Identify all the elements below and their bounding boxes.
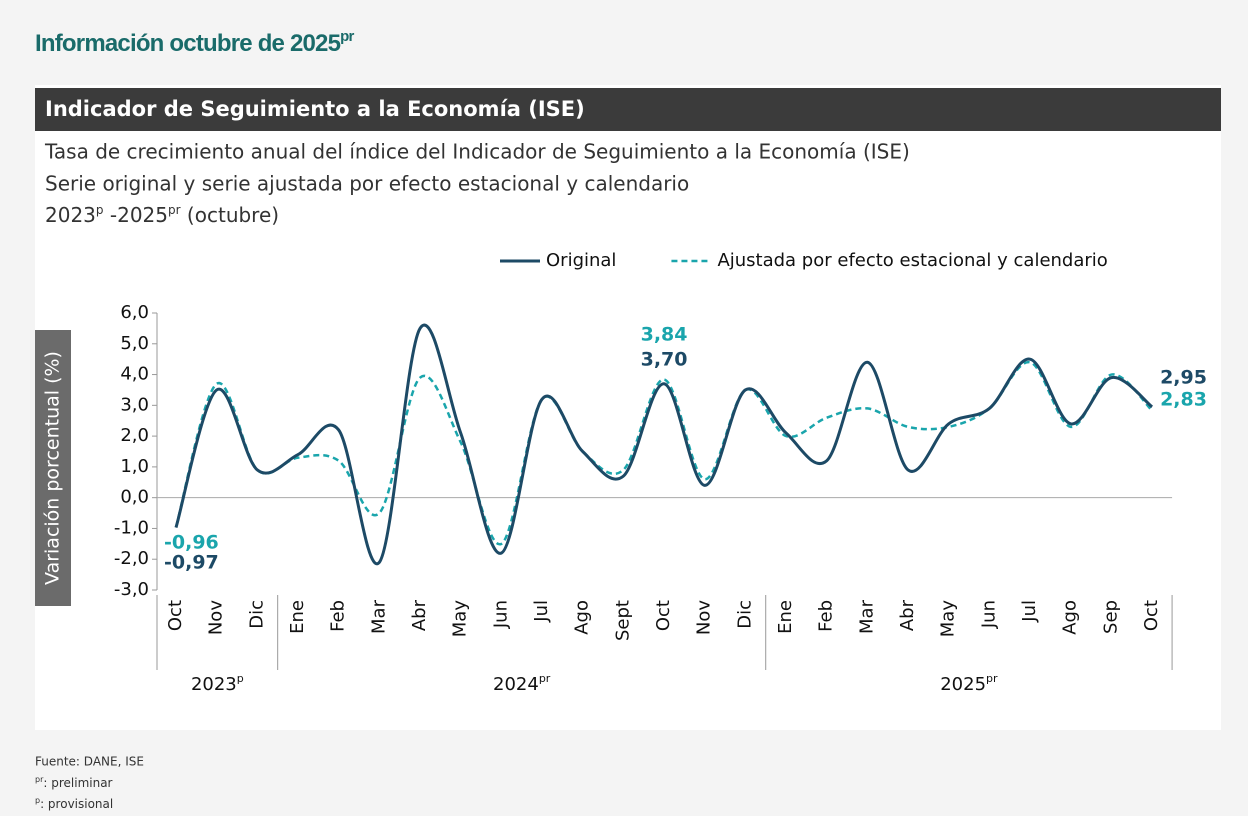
period-sup: pr bbox=[168, 203, 181, 217]
group-label-sup: p bbox=[237, 672, 244, 685]
title-bar bbox=[35, 88, 1221, 131]
group-label-sup: pr bbox=[986, 672, 998, 685]
x-tick-label: Ago bbox=[572, 600, 593, 635]
page-title-sup: pr bbox=[340, 28, 354, 45]
period-text: -2025 bbox=[104, 203, 168, 227]
x-tick-label: Jul bbox=[531, 600, 552, 623]
subtitle: Tasa de crecimiento anual del índice del… bbox=[44, 140, 910, 164]
y-tick-label: 6,0 bbox=[120, 302, 149, 323]
x-tick-label: Feb bbox=[328, 600, 349, 632]
y-axis-label: Variación porcentual (%) bbox=[42, 351, 64, 585]
x-tick-label: May bbox=[450, 600, 471, 638]
period-sup: p bbox=[96, 203, 104, 217]
y-tick-label: 0,0 bbox=[120, 487, 149, 508]
x-tick-label: Ene bbox=[775, 600, 796, 634]
x-tick-label: Sep bbox=[1100, 600, 1121, 634]
x-tick-label: Sept bbox=[612, 600, 633, 641]
footnote: pr: preliminar bbox=[35, 775, 113, 790]
legend-label: Original bbox=[546, 250, 616, 271]
y-tick-label: 2,0 bbox=[120, 425, 149, 446]
x-tick-label: Jun bbox=[978, 600, 999, 629]
x-tick-label: Dic bbox=[734, 600, 755, 629]
x-tick-label: Mar bbox=[856, 599, 877, 634]
footnote: p: provisional bbox=[35, 796, 113, 811]
y-tick-label: 3,0 bbox=[120, 394, 149, 415]
x-tick-label: Nov bbox=[206, 600, 227, 635]
data-label: 3,70 bbox=[641, 349, 688, 371]
group-label: 2025pr bbox=[940, 672, 998, 695]
period-text: 2023 bbox=[45, 203, 96, 227]
x-tick-label: Mar bbox=[368, 599, 389, 634]
x-tick-label: Oct bbox=[653, 600, 674, 631]
group-label: 2024pr bbox=[493, 672, 551, 695]
x-tick-label: Oct bbox=[165, 600, 186, 631]
x-tick-label: Jul bbox=[1019, 600, 1040, 623]
y-tick-label: -1,0 bbox=[114, 517, 149, 538]
subtitle: Serie original y serie ajustada por efec… bbox=[45, 172, 689, 196]
data-label: -0,97 bbox=[164, 552, 219, 574]
period: 2023p -2025pr (octubre) bbox=[45, 203, 279, 227]
page-title-text: Información octubre de 2025 bbox=[35, 30, 341, 57]
footnote-text: : provisional bbox=[40, 797, 113, 811]
data-label: 2,95 bbox=[1160, 367, 1207, 389]
legend-label: Ajustada por efecto estacional y calenda… bbox=[717, 250, 1107, 271]
x-tick-label: Jun bbox=[490, 600, 511, 629]
group-label-text: 2025 bbox=[940, 674, 986, 695]
data-label: 2,83 bbox=[1160, 389, 1207, 411]
data-label: -0,96 bbox=[164, 532, 219, 554]
x-tick-label: Nov bbox=[694, 600, 715, 635]
y-tick-label: -2,0 bbox=[114, 548, 149, 569]
y-tick-label: -3,0 bbox=[114, 579, 149, 600]
x-tick-label: May bbox=[938, 600, 959, 638]
x-tick-label: Abr bbox=[897, 599, 918, 631]
period-text: (octubre) bbox=[181, 203, 280, 227]
group-label-text: 2024 bbox=[493, 674, 539, 695]
footnote-sup: p bbox=[35, 796, 40, 805]
y-tick-label: 4,0 bbox=[120, 364, 149, 385]
series-line bbox=[174, 323, 1154, 566]
footnote-text: : preliminar bbox=[43, 776, 112, 790]
chart-title: Indicador de Seguimiento a la Economía (… bbox=[45, 97, 585, 121]
x-tick-label: Ene bbox=[287, 600, 308, 634]
group-label: 2023p bbox=[191, 672, 244, 695]
source: Fuente: DANE, ISE bbox=[35, 755, 144, 769]
x-tick-label: Feb bbox=[816, 600, 837, 632]
y-tick-label: 5,0 bbox=[120, 333, 149, 354]
x-tick-label: Dic bbox=[246, 600, 267, 629]
x-tick-label: Ago bbox=[1060, 600, 1081, 635]
x-tick-label: Abr bbox=[409, 599, 430, 631]
group-label-text: 2023 bbox=[191, 674, 237, 695]
y-tick-label: 1,0 bbox=[120, 456, 149, 477]
x-tick-label: Oct bbox=[1141, 600, 1162, 631]
footnote-sup: pr bbox=[35, 775, 44, 784]
data-label: 3,84 bbox=[641, 324, 688, 346]
ylabel-box bbox=[35, 330, 71, 606]
page-title: Información octubre de 2025pr bbox=[35, 28, 355, 57]
group-label-sup: pr bbox=[539, 672, 551, 685]
